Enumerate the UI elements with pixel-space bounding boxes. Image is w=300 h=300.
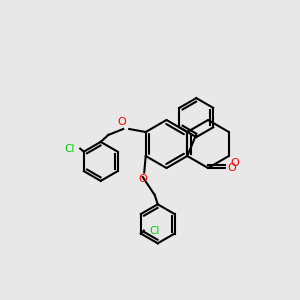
Text: O: O	[138, 174, 147, 184]
Text: Cl: Cl	[150, 226, 160, 236]
Text: O: O	[227, 163, 236, 173]
Text: O: O	[118, 118, 126, 128]
Text: O: O	[230, 158, 239, 167]
Text: Cl: Cl	[64, 144, 75, 154]
